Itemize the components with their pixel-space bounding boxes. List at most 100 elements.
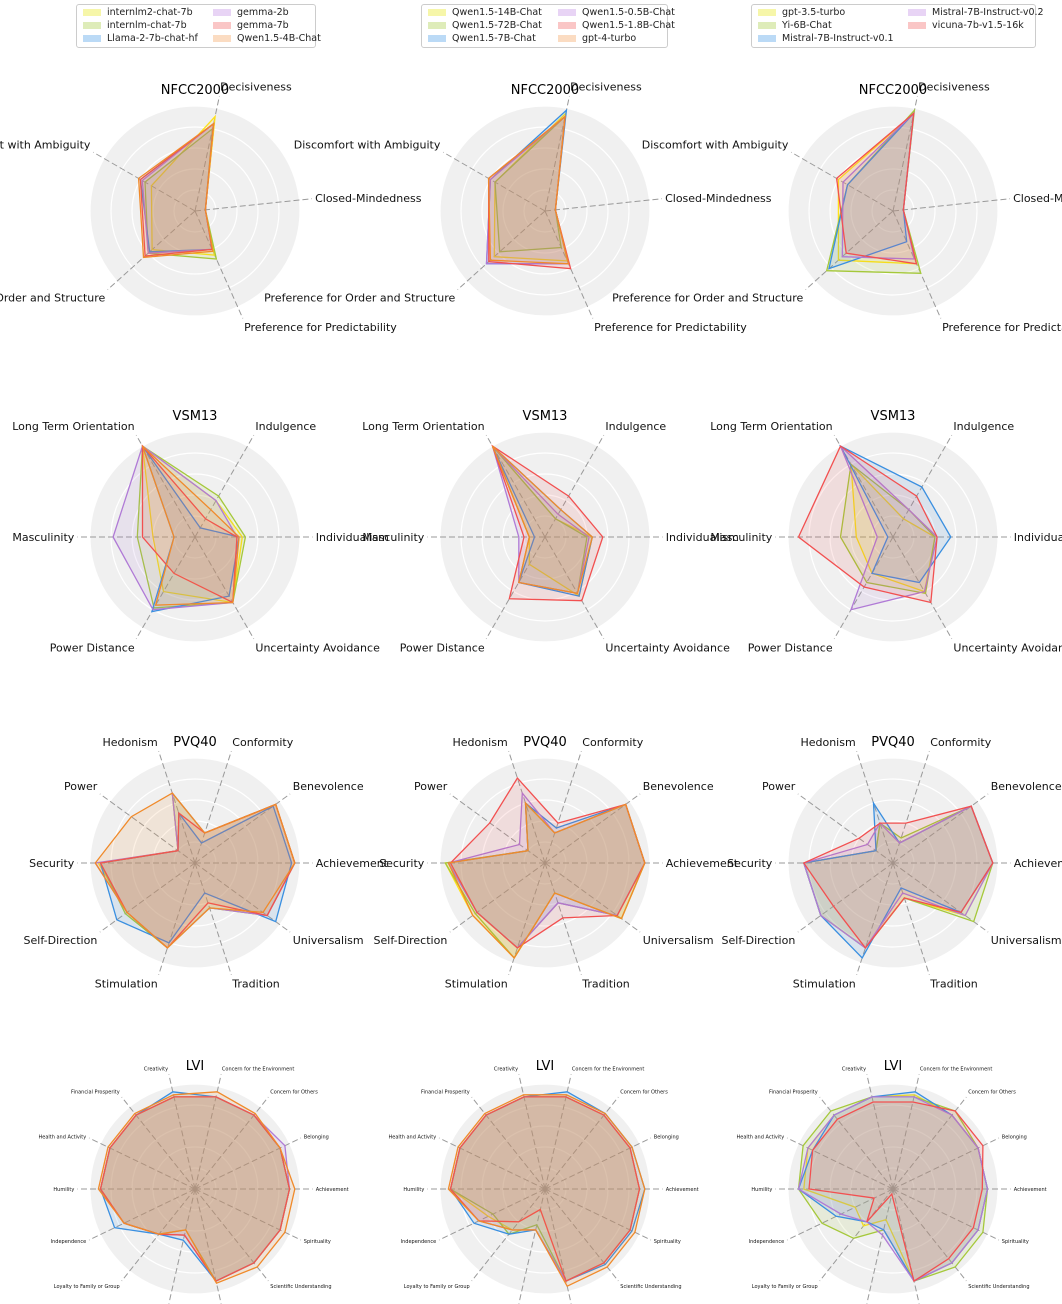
axis-spoke [544, 198, 663, 212]
legend-swatch [908, 22, 926, 29]
radar-vsm13-1: Individualism Indulgence Long Term Orienta… [12, 409, 389, 655]
axis-label: Scientific Understanding [270, 1284, 331, 1290]
legend-swatch [758, 35, 776, 42]
legend-label: gpt-3.5-turbo [782, 7, 846, 18]
radar-lvi-3: Achievement Belonging Concern for Others Co… [736, 1059, 1047, 1304]
grid-ring [829, 147, 957, 275]
legend-swatch [428, 35, 446, 42]
series-gpt-4-turbo [447, 1094, 646, 1288]
axis-label: Universalism [293, 934, 364, 947]
axis-label: Health and Activity [736, 1134, 784, 1140]
axis-spoke [194, 536, 255, 640]
axis-spoke [892, 862, 989, 933]
legend-label: vicuna-7b-v1.5-16k [932, 20, 1024, 31]
legend-entry: Qwen1.5-0.5B-Chat [558, 7, 675, 18]
radar-nfcc2000-1: Decisiveness Closed-Mindedness Preference … [0, 81, 422, 335]
axis-label: Power Distance [50, 642, 135, 655]
axis-spoke [471, 1096, 546, 1190]
axis-label: Preference for Predictability [244, 321, 397, 334]
axis-spoke [485, 434, 546, 538]
axis-label: Self-Direction [722, 934, 796, 947]
legend-label: Qwen1.5-7B-Chat [452, 33, 536, 44]
axis-label: Health and Activity [38, 1134, 86, 1140]
series-mistral-7b-instruct-v0-1 [838, 444, 952, 584]
axis-label: Indulgence [953, 420, 1014, 433]
axis-label: Closed-Mindedness [1013, 192, 1062, 205]
legend-label: Qwen1.5-14B-Chat [452, 7, 542, 18]
axis-spoke [194, 1188, 302, 1241]
axis-label: Belonging [1002, 1134, 1027, 1140]
axis-spoke [99, 793, 196, 864]
axis-label: Uncertainty Avoidance [953, 642, 1062, 655]
chart-title: NFCC2000 [511, 83, 579, 98]
axis-label: Closed-Mindedness [665, 192, 772, 205]
axis-label: Concern for Others [968, 1090, 1016, 1096]
chart-title: VSM13 [523, 409, 568, 424]
legend-3: gpt-3.5-turbo Mistral-7B-Instruct-v0.2 Yi-… [751, 4, 1044, 48]
legend-label: internlm2-chat-7b [107, 7, 193, 18]
axis-spoke [518, 1074, 546, 1190]
axis-spoke [194, 862, 232, 975]
legend-swatch [428, 9, 446, 16]
axis-label: Belonging [304, 1134, 329, 1140]
axis-spoke [892, 1074, 920, 1190]
axis-spoke [194, 862, 291, 933]
axis-label: Long Term Orientation [12, 420, 134, 433]
axis-spoke [449, 862, 546, 933]
axis-spoke [471, 1188, 546, 1282]
axis-label: Loyalty to Family or Group [404, 1284, 470, 1290]
legend-entry: Qwen1.5-7B-Chat [428, 33, 536, 44]
radar-vsm13-2: Individualism Indulgence Long Term Orienta… [362, 409, 739, 655]
radar-pvq40-2: Achievement Benevolence Conformity Hedonism… [374, 735, 739, 991]
grid-ring [110, 126, 280, 296]
axis-spoke [135, 536, 196, 640]
axis-label: Discomfort with Ambiguity [294, 138, 441, 151]
radar-nfcc2000-3: Decisiveness Closed-Mindedness Preference … [612, 81, 1062, 335]
axis-spoke [544, 1188, 619, 1282]
axis-label: Creativity [842, 1066, 866, 1072]
axis-label: Hedonism [102, 736, 157, 749]
axis-spoke [508, 751, 546, 864]
axis-spoke [92, 151, 196, 212]
series-qwen1-5-1-8b-chat [491, 444, 604, 602]
axis-spoke [121, 1188, 196, 1282]
legend-label: Yi-6B-Chat [782, 20, 832, 31]
axis-spoke [797, 862, 894, 933]
axis-spoke [797, 793, 894, 864]
axis-label: Achievement [1014, 857, 1062, 870]
chart-title: LVI [884, 1059, 903, 1074]
legend-label: gemma-7b [237, 20, 289, 31]
grid-ring [523, 189, 567, 233]
axis-spoke [856, 862, 894, 975]
series-qwen1-5-4b-chat [141, 445, 240, 606]
legend-label: Qwen1.5-1.8B-Chat [582, 20, 675, 31]
axis-spoke [544, 862, 641, 933]
axis-label: Preference for Order and Structure [264, 292, 455, 305]
legend-swatch [83, 35, 101, 42]
axis-spoke [866, 1188, 894, 1304]
axis-label: Financial Prosperity [421, 1090, 470, 1096]
chart-title: PVQ40 [523, 735, 567, 750]
axis-spoke [856, 751, 894, 864]
axis-label: Hedonism [452, 736, 507, 749]
axis-label: Concern for Others [270, 1090, 318, 1096]
axis-label: Independence [401, 1239, 437, 1245]
legend-swatch [758, 22, 776, 29]
legend-label: Qwen1.5-0.5B-Chat [582, 7, 675, 18]
legend-entry: internlm-chat-7b [83, 20, 187, 31]
axis-spoke [508, 862, 546, 975]
axis-label: Self-Direction [24, 934, 98, 947]
axis-label: Benevolence [991, 780, 1062, 793]
axis-spoke [805, 210, 894, 291]
axis-spoke [135, 434, 196, 538]
legend-swatch [908, 9, 926, 16]
series-mistral-7b-instruct-v0-2 [839, 445, 938, 611]
axis-label: Masculinity [710, 531, 772, 544]
axis-spoke [790, 151, 894, 212]
series-gpt-4-turbo [491, 445, 594, 595]
grid-ring [871, 189, 915, 233]
series-qwen1-5-1-8b-chat [449, 1096, 641, 1282]
axis-spoke [438, 1137, 546, 1190]
radar-lvi-2: Achievement Belonging Concern for Others Co… [388, 1059, 699, 1304]
axis-label: Scientific Understanding [968, 1284, 1029, 1290]
